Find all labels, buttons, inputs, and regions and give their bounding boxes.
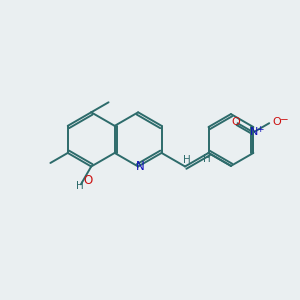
Text: H: H xyxy=(76,181,83,191)
Text: O: O xyxy=(232,117,241,127)
Text: +: + xyxy=(256,125,264,134)
Text: N: N xyxy=(250,127,259,137)
Text: O: O xyxy=(84,174,93,187)
Text: H: H xyxy=(202,154,210,164)
Text: −: − xyxy=(280,115,289,125)
Text: H: H xyxy=(183,155,191,165)
Text: O: O xyxy=(272,117,281,127)
Text: N: N xyxy=(136,160,145,173)
